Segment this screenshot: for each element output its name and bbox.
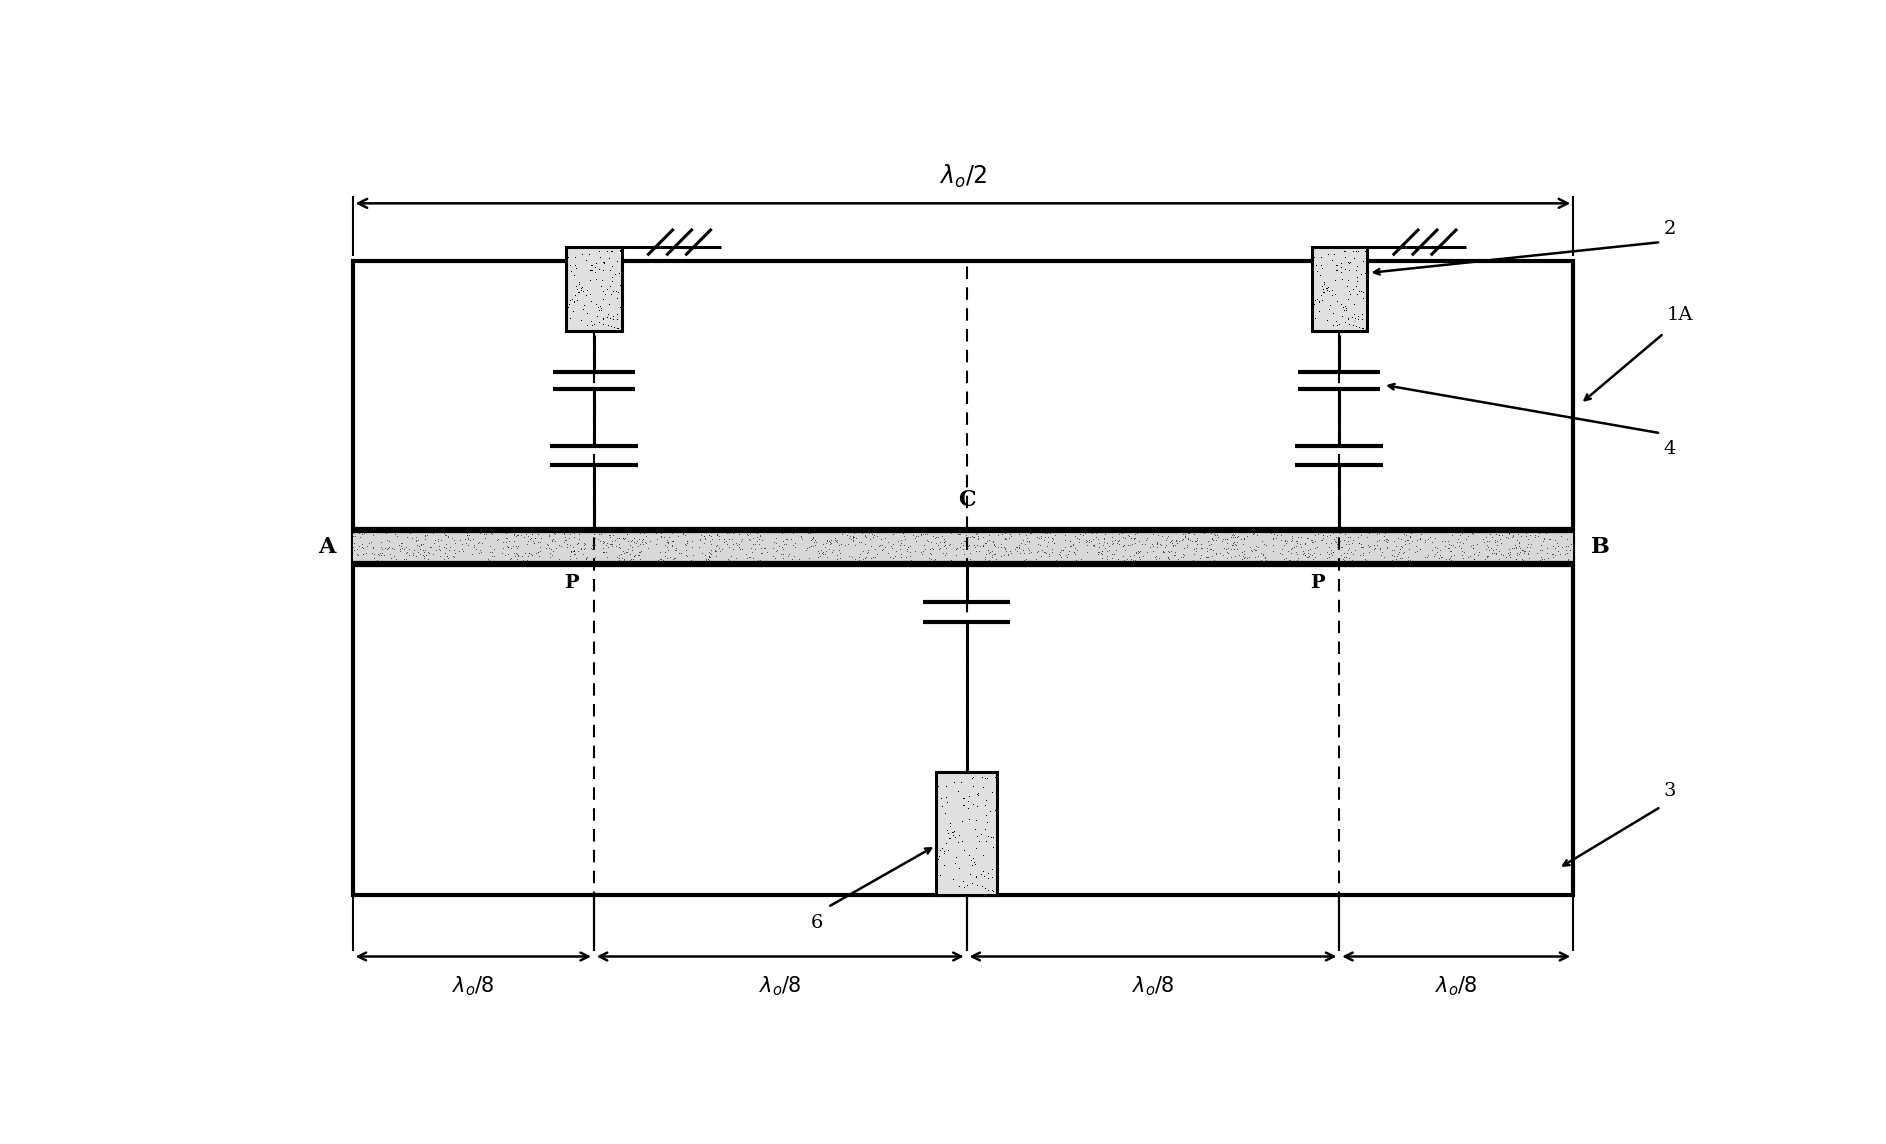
Text: 4: 4 [1663,440,1677,459]
Text: P: P [1311,574,1324,593]
Text: P: P [564,574,579,593]
Text: 6: 6 [811,914,824,932]
Text: $\lambda_o/8$: $\lambda_o/8$ [1435,975,1477,998]
Text: $\lambda_o/8$: $\lambda_o/8$ [758,975,802,998]
Text: $\lambda_o/8$: $\lambda_o/8$ [1132,975,1175,998]
Bar [1311,247,1367,331]
Text: 2: 2 [1663,220,1677,238]
Text: 3: 3 [1663,781,1677,800]
Bar [353,261,1573,895]
Bar [353,530,1573,564]
Bar [566,247,622,331]
Bar [935,771,998,895]
Text: $\lambda$$_o$$/2$: $\lambda$$_o$$/2$ [939,162,986,190]
Text: B: B [1590,535,1609,558]
Text: 1A: 1A [1667,307,1694,325]
Text: $\lambda_o/8$: $\lambda_o/8$ [453,975,494,998]
Text: A: A [317,535,336,558]
Text: C: C [958,488,975,510]
